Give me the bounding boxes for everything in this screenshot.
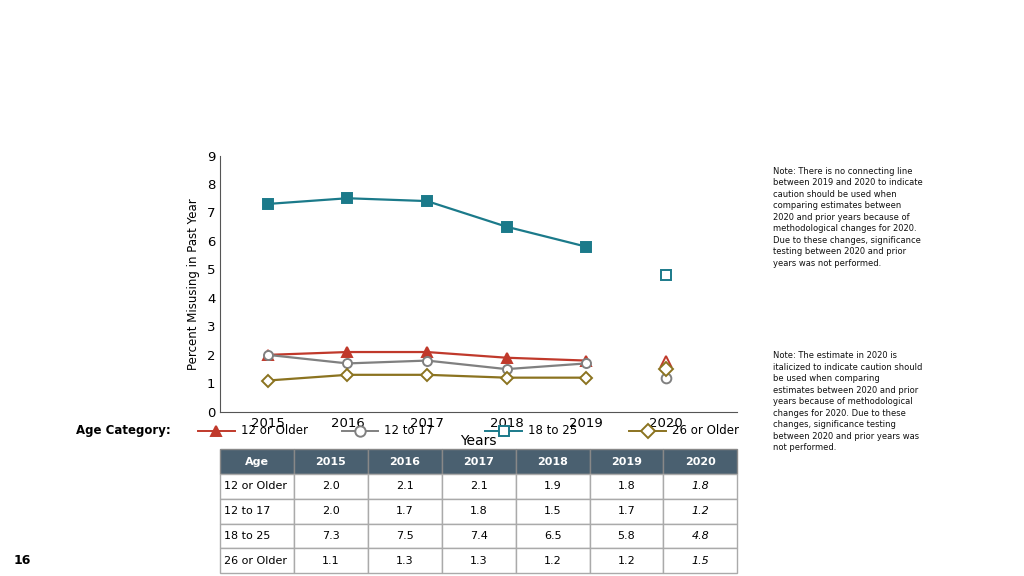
Text: FFR1.15: FFR1.15 xyxy=(8,4,53,14)
Text: Note: The estimate in 2020 is
italicized to indicate caution should
be used when: Note: The estimate in 2020 is italicized… xyxy=(773,351,923,452)
Y-axis label: Percent Misusing in Past Year: Percent Misusing in Past Year xyxy=(186,198,200,370)
Text: 18 to 25: 18 to 25 xyxy=(528,424,578,437)
Text: 26 or Older: 26 or Older xyxy=(672,424,739,437)
Text: 12 to 17: 12 to 17 xyxy=(384,424,434,437)
Text: Note: There is no connecting line
between 2019 and 2020 to indicate
caution shou: Note: There is no connecting line betwee… xyxy=(773,167,923,268)
Text: 16: 16 xyxy=(13,554,31,567)
X-axis label: Years: Years xyxy=(461,434,497,448)
Text: Past Year Prescription Stimulant Misuse: Among People Aged 12
or Older; 2015-202: Past Year Prescription Stimulant Misuse:… xyxy=(49,24,831,68)
Text: Age Category:: Age Category: xyxy=(76,424,171,437)
Text: 12 or Older: 12 or Older xyxy=(241,424,307,437)
